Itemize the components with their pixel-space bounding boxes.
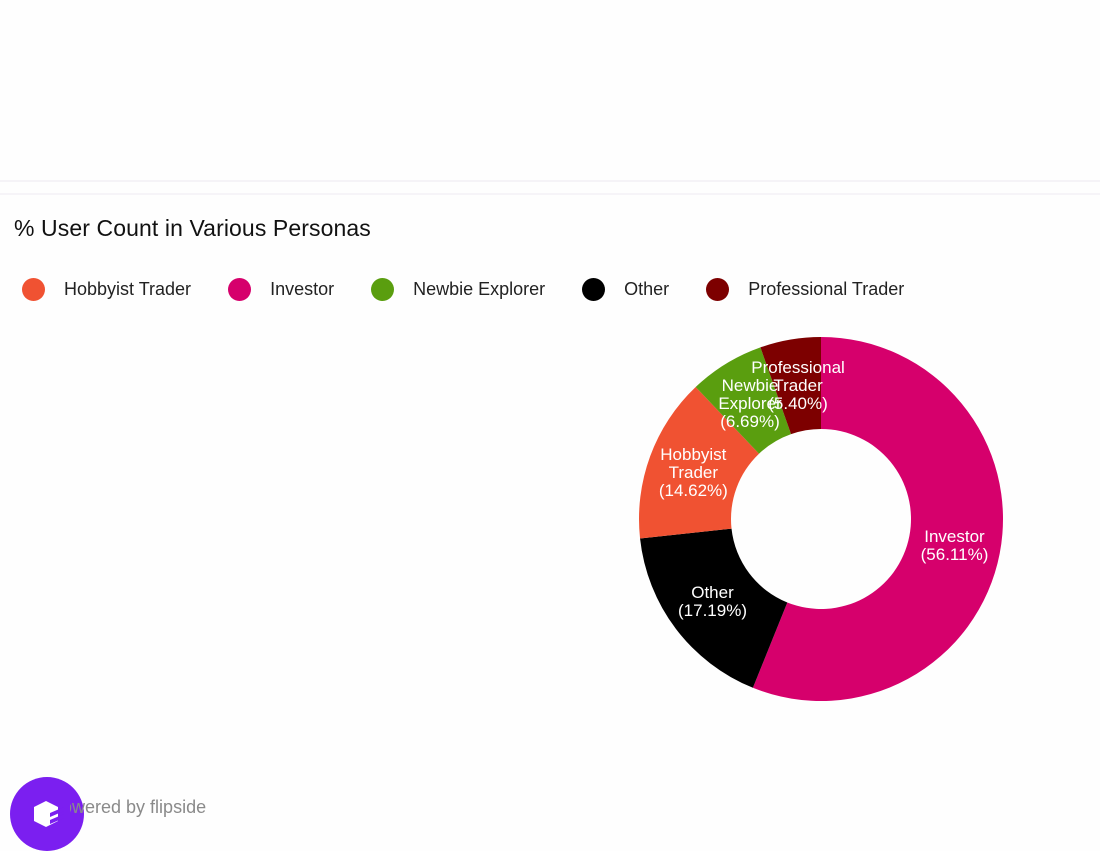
legend-dot-icon: [22, 277, 45, 301]
legend-label: Other: [624, 278, 670, 299]
chart-card: % User Count in Various Personas Hobbyis…: [0, 195, 1100, 825]
legend-dot-icon: [582, 277, 606, 301]
donut-slice-professional-trader[interactable]: [760, 337, 821, 435]
legend-dot-icon: [706, 277, 730, 301]
chart-legend: Hobbyist Trader Investor Newbie Explorer…: [22, 277, 941, 301]
slice-label: Other (17.19%): [678, 583, 747, 620]
top-blank-area: [0, 0, 1100, 180]
donut-chart-area: Investor (56.11%) Other (17.19%) Hobbyist Tra…: [0, 337, 1100, 757]
legend-item-hobbyist-trader[interactable]: Hobbyist Trader: [22, 277, 192, 301]
donut-slices: [639, 337, 1004, 702]
legend-label: Hobbyist Trader: [64, 278, 192, 299]
legend-label: Professional Trader: [748, 278, 905, 299]
legend-item-investor[interactable]: Investor: [228, 277, 335, 301]
legend-item-professional-trader[interactable]: Professional Trader: [706, 277, 905, 301]
section-divider: [0, 193, 1100, 195]
legend-item-other[interactable]: Other: [582, 277, 670, 301]
flipside-logo-icon: [34, 801, 64, 827]
donut-slice-hobbyist-trader[interactable]: [639, 387, 760, 539]
donut-slice-investor[interactable]: [752, 337, 1004, 702]
donut-chart: Investor (56.11%) Other (17.19%) Hobbyist Tra…: [639, 337, 1004, 702]
donut-slice-newbie-explorer[interactable]: [695, 347, 792, 454]
slice-label: Newbie Explorer (6.69%): [718, 376, 782, 431]
slice-label: Professional Trader (5.40%): [751, 358, 845, 413]
donut-labels: Investor (56.11%) Other (17.19%) Hobbyist Tra…: [659, 358, 989, 620]
section-divider: [0, 180, 1100, 182]
chart-title: % User Count in Various Personas: [14, 215, 371, 241]
slice-label: Hobbyist Trader (14.62%): [659, 445, 728, 500]
donut-slice-other[interactable]: [640, 528, 788, 688]
legend-dot-icon: [371, 277, 395, 301]
legend-label: Newbie Explorer: [413, 278, 546, 299]
legend-item-newbie-explorer[interactable]: Newbie Explorer: [371, 277, 546, 301]
legend-label: Investor: [270, 278, 335, 299]
slice-label: Investor (56.11%): [921, 527, 989, 564]
legend-dot-icon: [228, 277, 252, 301]
powered-by-text[interactable]: Powered by flipside: [70, 797, 207, 817]
